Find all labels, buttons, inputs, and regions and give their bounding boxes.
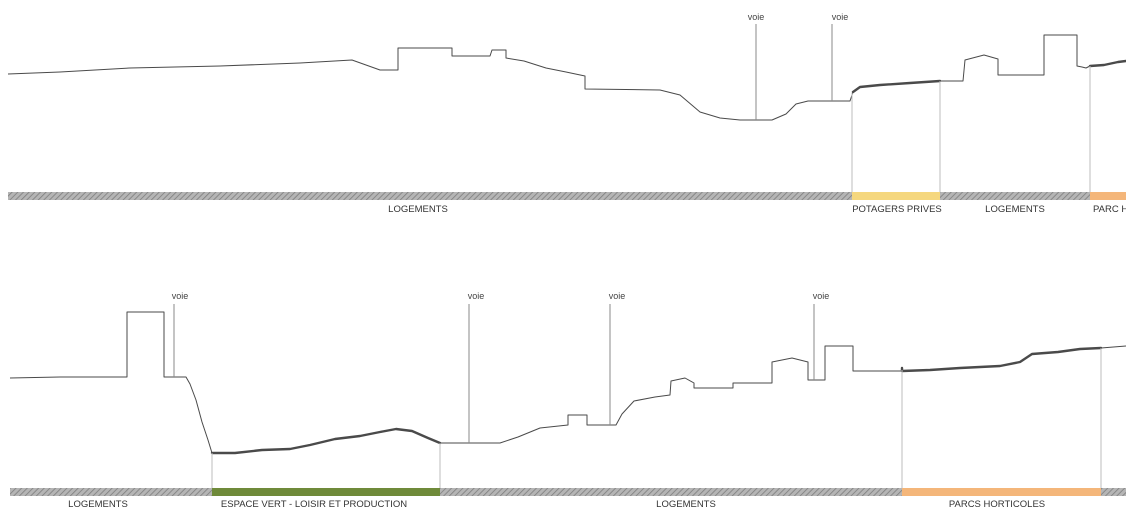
section-2-terrain-line-right bbox=[1100, 345, 1126, 349]
section-2-voie-label-3: voie bbox=[609, 291, 626, 301]
section-2-voie-label-1: voie bbox=[172, 291, 189, 301]
section-2-zone-bar-end bbox=[1101, 488, 1126, 496]
section-1-voie-label-2: voie bbox=[832, 12, 849, 22]
section-1-voie-label-1: voie bbox=[748, 12, 765, 22]
section-2-zone-label: LOGEMENTS bbox=[68, 499, 128, 509]
section-1-zone-label: LOGEMENTS bbox=[985, 204, 1045, 215]
section-2-zone-bar-parcs-horticoles bbox=[902, 488, 1101, 496]
section-2-zone-label: PARCS HORTICOLES bbox=[949, 499, 1045, 509]
section-2-terrain-highlight bbox=[210, 427, 442, 455]
section-2-terrain-line-mid bbox=[440, 345, 902, 444]
section-1: voie voie LOGEMENTS POTAGERS PRIVES LOGE… bbox=[7, 12, 1126, 215]
section-2-zone-label: ESPACE VERT - LOISIR ET PRODUCTION bbox=[221, 499, 407, 509]
section-1-terrain-highlight bbox=[851, 79, 942, 94]
section-1-terrain-line-right bbox=[940, 34, 1091, 82]
section-1-terrain-line bbox=[7, 47, 854, 121]
section-1-zone-label: PARC H bbox=[1093, 204, 1126, 215]
section-2-voie-label-2: voie bbox=[468, 291, 485, 301]
section-1-terrain-highlight-right bbox=[1088, 59, 1126, 68]
section-2-voie-label-4: voie bbox=[813, 291, 830, 301]
section-2-zone-bar-logements bbox=[440, 488, 902, 496]
section-1-zone-label: LOGEMENTS bbox=[388, 204, 448, 215]
section-2-zone-bar-logements bbox=[10, 488, 212, 496]
section-1-zone-bar-logements bbox=[8, 192, 852, 200]
section-2-zone-label: LOGEMENTS bbox=[656, 499, 716, 509]
section-1-zone-label: POTAGERS PRIVES bbox=[852, 204, 942, 215]
section-2-terrain-line bbox=[9, 311, 213, 454]
section-1-zone-bar-potagers bbox=[852, 192, 940, 200]
section-1-zone-bar-parc bbox=[1090, 192, 1126, 200]
section-1-zone-bar-logements bbox=[940, 192, 1090, 200]
section-2: voie voie voie voie LOGEMENTS ESPACE VER… bbox=[9, 291, 1126, 509]
section-2-zone-bar-espace-vert bbox=[212, 488, 440, 496]
section-2-terrain-highlight-right bbox=[900, 346, 1103, 373]
